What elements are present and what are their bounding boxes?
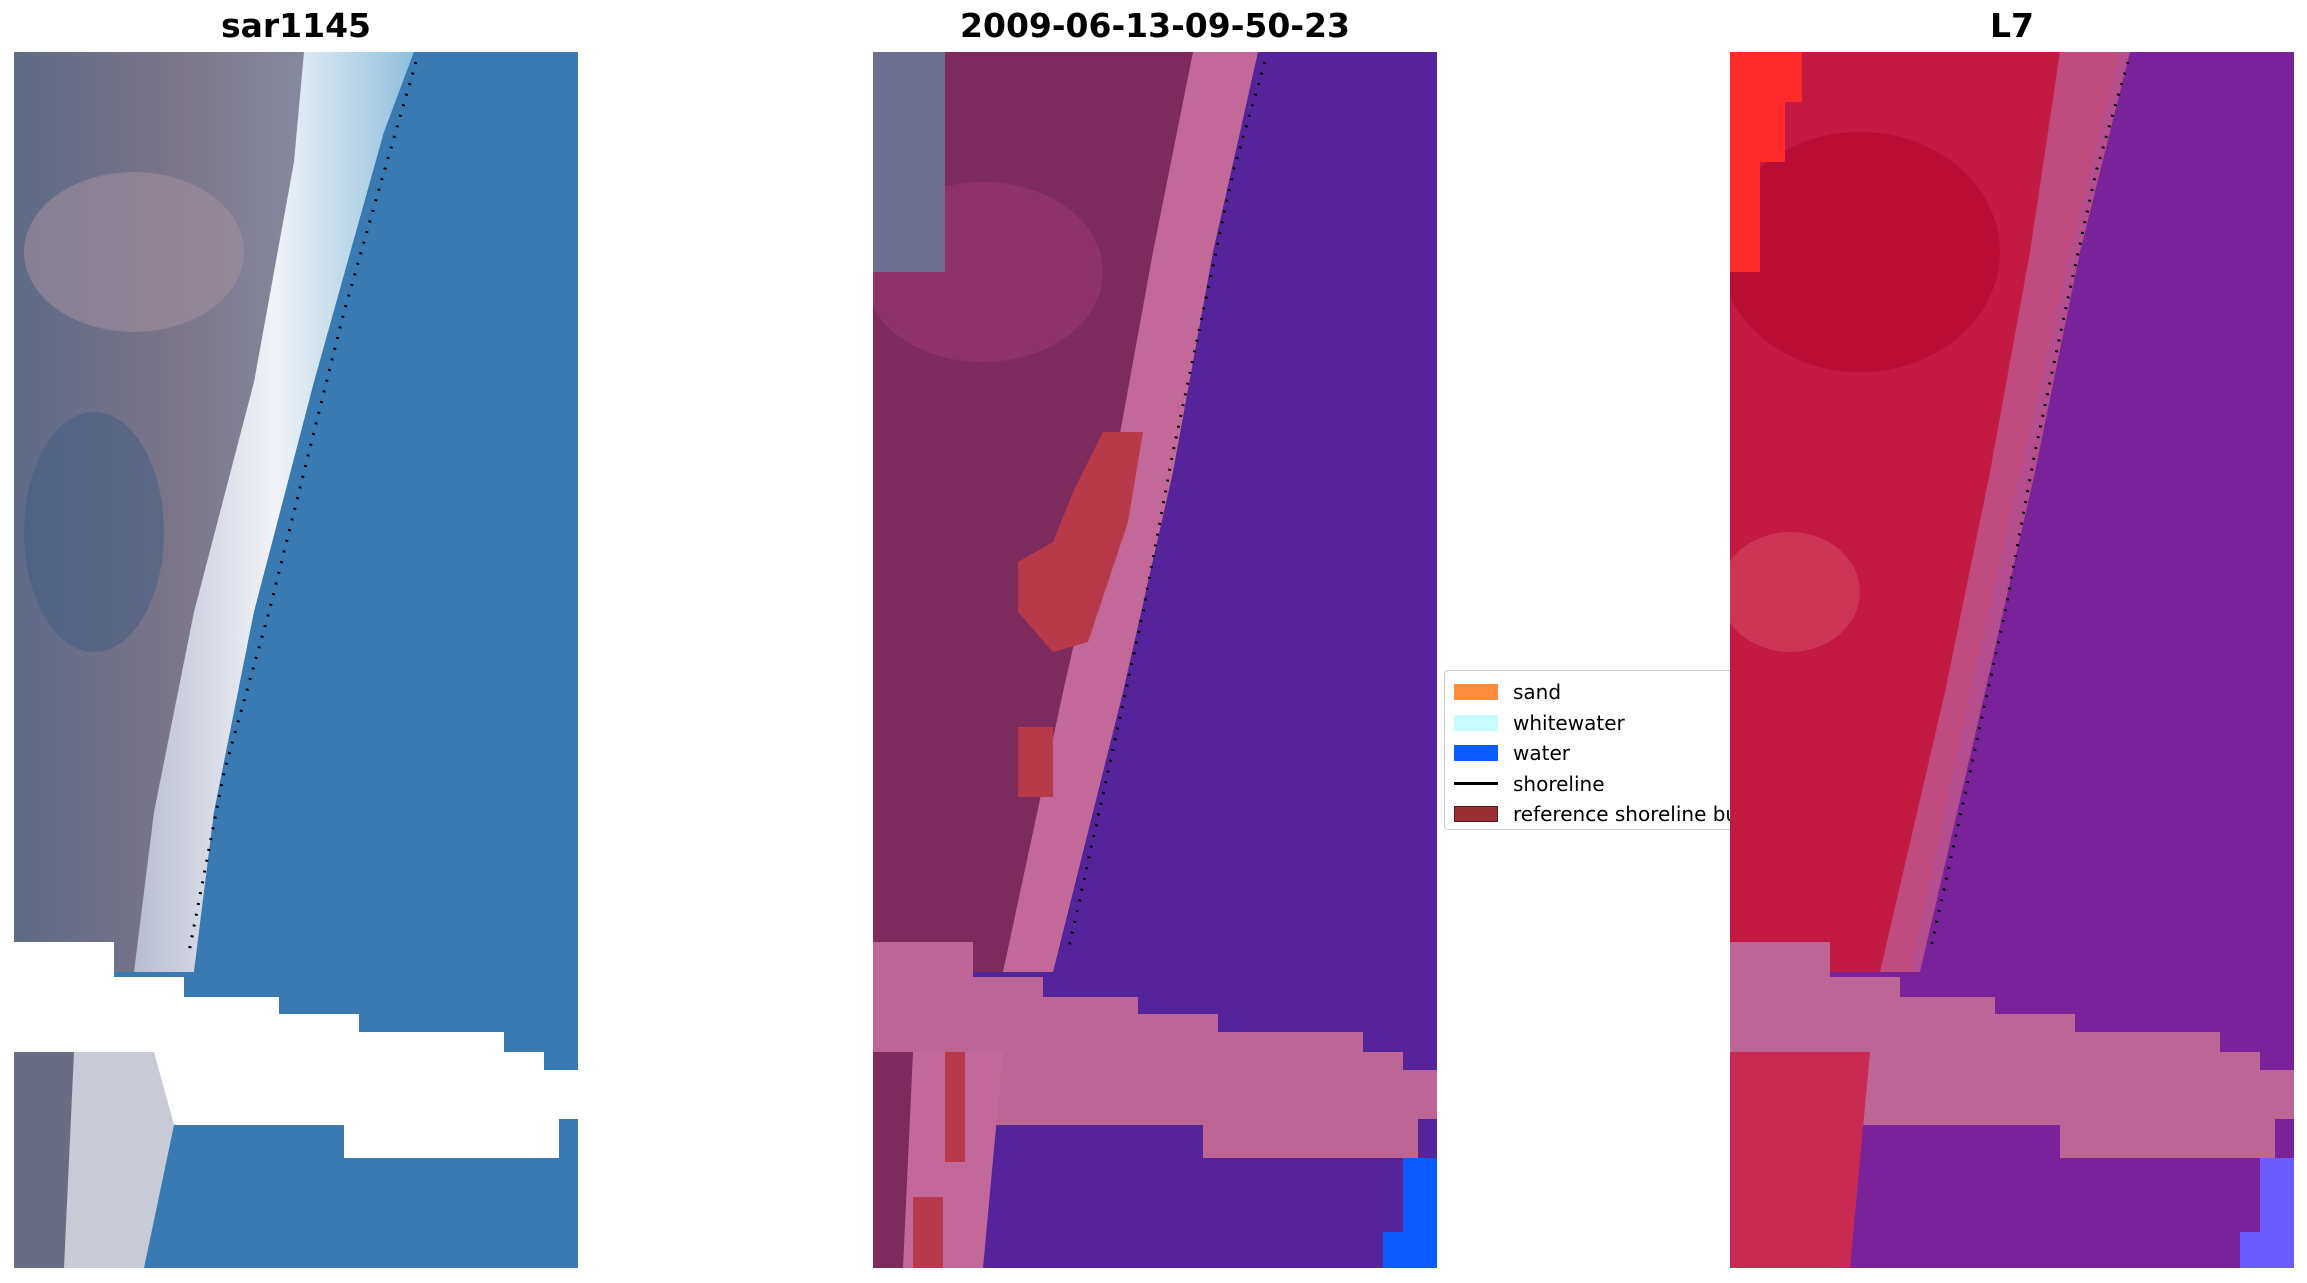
legend-label-water: water — [1513, 741, 1570, 766]
buffer-patch — [1018, 432, 1143, 652]
water-pixels-l7 — [2240, 1158, 2294, 1268]
panel-title-l7: L7 — [1990, 6, 2034, 45]
masked-band-l7 — [1730, 942, 2294, 1158]
legend-item-sand: sand — [1445, 677, 1733, 708]
legend-item-reference-buffer: reference shoreline buffer — [1445, 799, 1733, 829]
land-lower-l7 — [1730, 1052, 1870, 1268]
legend-item-water: water — [1445, 738, 1733, 769]
unclassified-patch — [873, 52, 945, 272]
land-texture — [24, 172, 244, 332]
legend-swatch-reference-buffer — [1454, 806, 1498, 823]
land-lower — [14, 1052, 74, 1268]
sand-pixels-l7 — [1730, 52, 1802, 272]
beach-strip — [134, 52, 414, 972]
legend-swatch-sand — [1454, 684, 1498, 701]
rgb-image-panel — [14, 52, 578, 1268]
classified-image-panel — [873, 52, 1437, 1268]
legend-label-sand: sand — [1513, 680, 1562, 705]
legend-swatch-whitewater — [1454, 714, 1498, 731]
water-texture — [14, 52, 578, 1268]
buffer-patch-2 — [1018, 727, 1053, 797]
buffer-lower — [945, 1052, 965, 1162]
buffer-lower-2 — [913, 1197, 943, 1268]
l7-image-panel — [1730, 52, 2294, 1268]
land-l7-texture — [1730, 132, 2000, 372]
land-l7-texture-pink — [1730, 532, 1860, 652]
legend-swatch-water — [1454, 745, 1498, 762]
land-texture-dark — [24, 412, 164, 652]
beach-class — [1003, 52, 1258, 972]
panel-title-date: 2009-06-13-09-50-23 — [960, 6, 1350, 45]
land-lower-class — [873, 1052, 913, 1268]
masked-band — [873, 942, 1437, 1158]
legend-label-reference-buffer: reference shoreline buffer — [1513, 802, 1733, 827]
beach-l7 — [1880, 52, 2130, 972]
legend-item-shoreline: shoreline — [1445, 769, 1733, 800]
water-pixel-class — [1383, 1158, 1437, 1268]
shoreline-dotted — [1066, 61, 1267, 953]
shoreline-dotted — [1928, 61, 2130, 953]
panel-title-sar1145: sar1145 — [220, 6, 372, 45]
legend-line-shoreline — [1454, 782, 1498, 786]
legend-label-whitewater: whitewater — [1513, 710, 1625, 735]
legend: sand whitewater water shoreline referenc… — [1444, 670, 1734, 830]
legend-label-shoreline: shoreline — [1513, 771, 1605, 796]
legend-item-whitewater: whitewater — [1445, 708, 1733, 739]
